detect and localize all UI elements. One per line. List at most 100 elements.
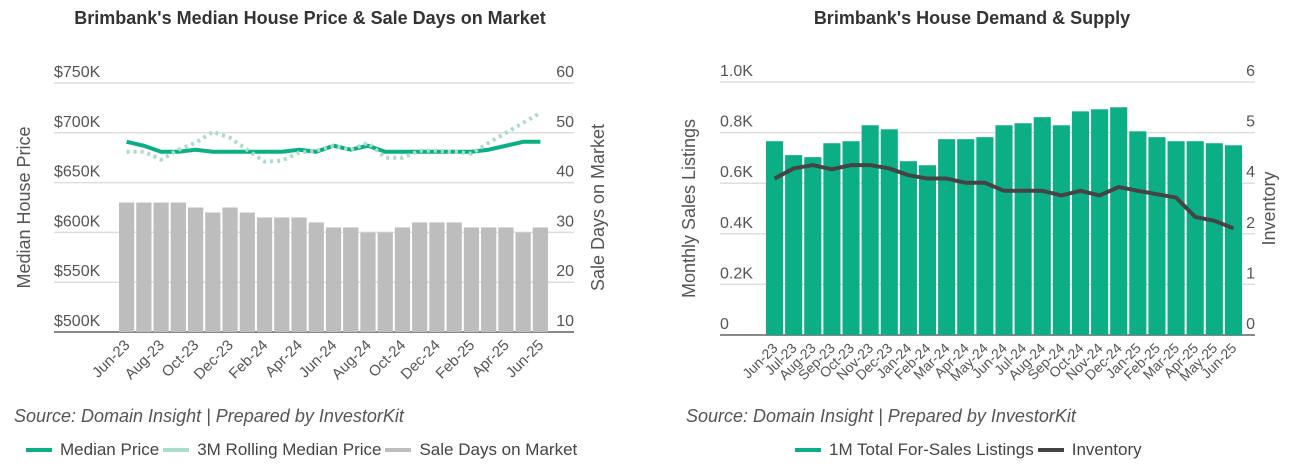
- bar: [861, 125, 879, 335]
- y-tick-label: 0.2K: [720, 265, 753, 282]
- y2-tick-label: 30: [556, 213, 574, 230]
- chart2-legend: 1M Total For-Sales Listings Inventory: [795, 440, 1146, 460]
- bar: [532, 227, 548, 332]
- legend-swatch: [795, 448, 821, 452]
- bar: [153, 202, 169, 332]
- y-tick-label: 0: [720, 316, 729, 333]
- legend-item-median-price[interactable]: Median Price: [26, 440, 159, 460]
- bar: [1033, 117, 1051, 336]
- y2-tick-label: 4: [1246, 164, 1255, 181]
- legend-label: Sale Days on Market: [419, 440, 578, 459]
- bar: [1052, 125, 1070, 335]
- bar: [1186, 141, 1204, 335]
- chart1-source: Source: Domain Insight | Prepared by Inv…: [14, 406, 404, 426]
- bar: [1071, 111, 1090, 336]
- legend-item-listings[interactable]: 1M Total For-Sales Listings: [795, 440, 1034, 460]
- bar: [1167, 141, 1185, 335]
- bar: [766, 141, 784, 335]
- bar: [256, 217, 273, 332]
- bar: [1224, 145, 1242, 335]
- legend-swatch: [1037, 448, 1064, 452]
- bar: [360, 232, 376, 332]
- y2-tick-label: 50: [556, 114, 574, 131]
- bar: [377, 232, 393, 332]
- y-tick-label: $650K: [54, 164, 101, 181]
- bar: [239, 212, 255, 332]
- legend-swatch: [385, 448, 412, 452]
- bar: [1091, 109, 1109, 335]
- y2-tick-label: 60: [556, 64, 574, 81]
- bar: [222, 207, 238, 332]
- bar: [823, 143, 841, 335]
- bar: [187, 207, 204, 332]
- bar: [481, 227, 497, 332]
- chart2-title: Brimbank's House Demand & Supply: [813, 8, 1131, 28]
- bar: [880, 129, 898, 335]
- bar: [170, 202, 186, 332]
- legend-swatch: [163, 448, 190, 452]
- y-tick-label: $500K: [54, 313, 101, 330]
- y2-tick-label: 0: [1246, 316, 1255, 333]
- legend-item-sale-days[interactable]: Sale Days on Market: [385, 440, 577, 460]
- y-axis-title: Monthly Sales Listings: [679, 119, 699, 298]
- y2-tick-label: 6: [1246, 63, 1255, 80]
- bar: [325, 227, 342, 332]
- y2-tick-label: 20: [556, 263, 574, 280]
- y-tick-label: 0.6K: [720, 164, 753, 181]
- bar: [498, 227, 514, 332]
- chart1-legend: Median Price 3M Rolling Median Price Sal…: [26, 440, 581, 460]
- y-tick-label: $600K: [54, 213, 101, 230]
- chart1-title: Brimbank's Median House Price & Sale Day…: [74, 8, 546, 28]
- bar: [938, 139, 956, 335]
- bar: [976, 137, 994, 335]
- y2-tick-label: 40: [556, 164, 574, 181]
- bar: [446, 222, 462, 332]
- bar: [119, 202, 135, 332]
- bar: [785, 155, 803, 335]
- y-tick-label: $550K: [54, 263, 101, 280]
- bar: [343, 227, 359, 332]
- bar: [515, 232, 531, 332]
- bar: [308, 222, 324, 332]
- bar: [429, 222, 445, 332]
- bar: [995, 125, 1013, 335]
- y2-tick-label: 1: [1246, 265, 1255, 282]
- chart2-source: Source: Domain Insight | Prepared by Inv…: [686, 406, 1076, 426]
- y-tick-label: $700K: [54, 114, 101, 131]
- bar: [205, 212, 221, 332]
- legend-swatch: [26, 448, 52, 452]
- y2-axis-title: Sale Days on Market: [588, 124, 608, 291]
- bar: [136, 202, 152, 332]
- y2-tick-label: 10: [556, 313, 574, 330]
- legend-label: Inventory: [1071, 440, 1142, 459]
- bar: [1205, 143, 1223, 335]
- legend-label: 3M Rolling Median Price: [197, 440, 382, 459]
- legend-label: Median Price: [60, 440, 160, 459]
- y-axis-title: Median House Price: [14, 126, 34, 288]
- bar: [291, 217, 307, 332]
- bar: [1110, 107, 1128, 335]
- bar: [274, 217, 290, 332]
- legend-item-inventory[interactable]: Inventory: [1037, 440, 1142, 460]
- bar: [394, 227, 411, 332]
- y2-tick-label: 5: [1246, 114, 1255, 131]
- bar: [957, 139, 975, 335]
- legend-item-rolling-price[interactable]: 3M Rolling Median Price: [163, 440, 381, 460]
- y2-tick-label: 2: [1246, 215, 1255, 232]
- bar: [804, 157, 822, 335]
- bar: [1014, 123, 1032, 335]
- bar: [1148, 137, 1166, 335]
- bar: [842, 141, 860, 335]
- bar: [899, 161, 917, 335]
- bar: [412, 222, 428, 332]
- y-tick-label: $750K: [54, 64, 101, 81]
- y-tick-label: 1.0K: [720, 63, 753, 80]
- bar: [463, 227, 480, 332]
- bar: [1129, 131, 1147, 335]
- y2-axis-title: Inventory: [1259, 171, 1279, 245]
- y-tick-label: 0.8K: [720, 114, 753, 131]
- bar: [918, 165, 937, 335]
- y-tick-label: 0.4K: [720, 215, 753, 232]
